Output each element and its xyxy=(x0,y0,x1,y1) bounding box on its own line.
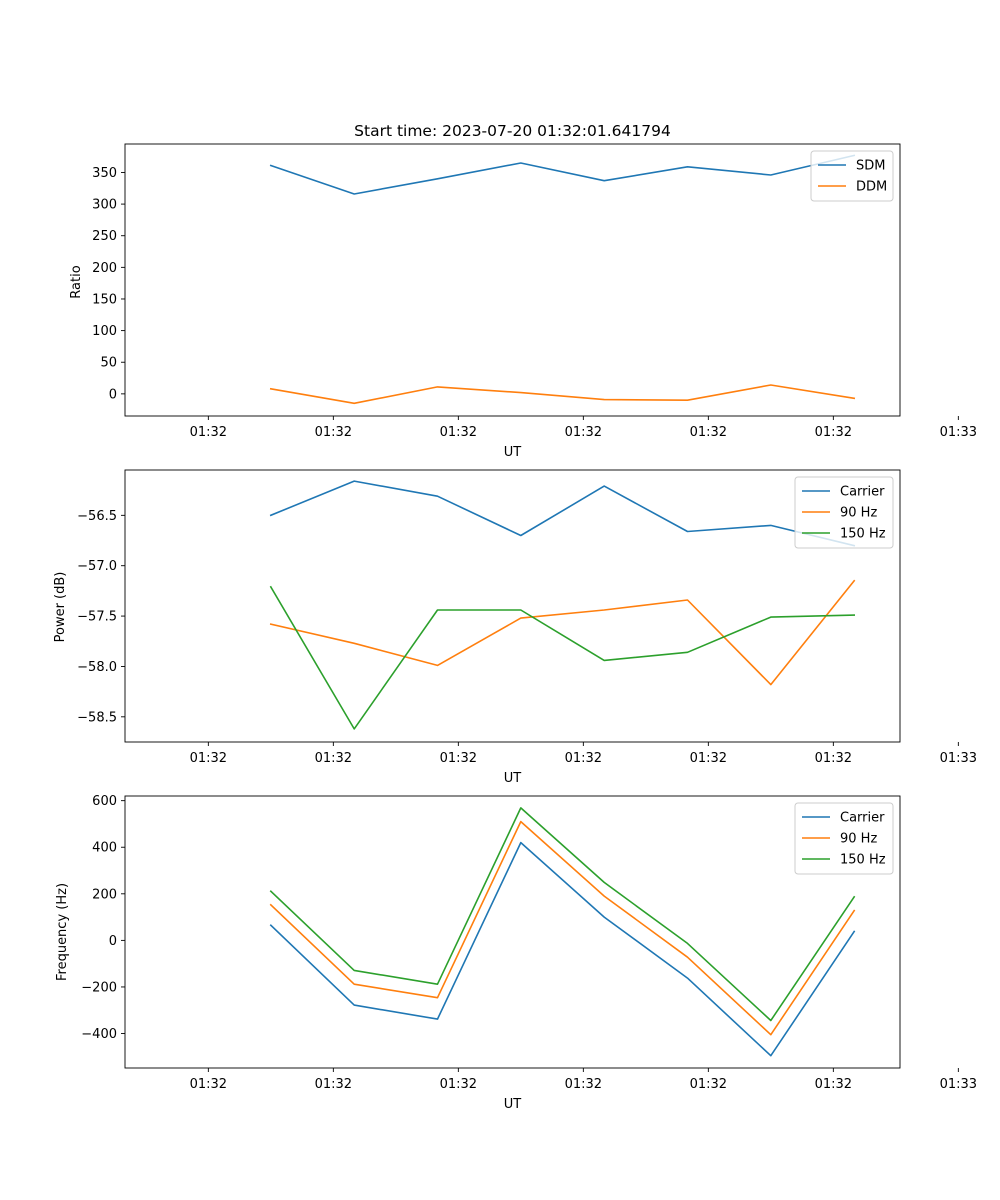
y-axis-label: Power (dB) xyxy=(53,572,68,643)
x-tick-label: 01:32 xyxy=(190,751,227,766)
y-axis-label: Frequency (Hz) xyxy=(55,883,70,981)
legend-box xyxy=(810,150,894,202)
x-tick-label: 01:32 xyxy=(440,751,477,766)
axes-frame xyxy=(124,469,901,743)
legend-label: 90 Hz xyxy=(840,832,877,847)
x-tick-label: 01:32 xyxy=(565,425,602,440)
x-axis-label: UT xyxy=(504,771,522,786)
x-tick-label: 01:32 xyxy=(315,1077,352,1092)
series-line-150-hz xyxy=(269,585,856,730)
legend-box xyxy=(794,802,894,875)
legend: Carrier 90 Hz 150 Hz xyxy=(794,802,894,875)
x-axis-label: UT xyxy=(504,445,522,460)
legend-label: Carrier xyxy=(840,811,885,826)
y-tick-label: 200 xyxy=(92,887,117,902)
y-tick-label: −58.5 xyxy=(77,710,117,725)
series-line-carrier xyxy=(269,480,856,547)
y-tick-label: −400 xyxy=(81,1027,117,1042)
x-tick-label: 01:32 xyxy=(815,425,852,440)
y-tick-label: 100 xyxy=(92,324,117,339)
y-tick-label: 50 xyxy=(100,356,117,371)
x-tick-label: 01:32 xyxy=(190,1077,227,1092)
x-tick-label: 01:32 xyxy=(690,425,727,440)
legend-label: 90 Hz xyxy=(840,506,877,521)
legend-label: DDM xyxy=(856,180,887,195)
x-tick-label: 01:32 xyxy=(690,1077,727,1092)
x-tick-label: 01:32 xyxy=(690,751,727,766)
legend-box xyxy=(794,476,894,549)
y-tick-label: 350 xyxy=(92,166,117,181)
series-line-150-hz xyxy=(269,807,856,1022)
y-tick-label: 300 xyxy=(92,198,117,213)
x-tick-label: 01:32 xyxy=(440,425,477,440)
ratio-panel: Start time: 2023-07-20 01:32:01.641794 U… xyxy=(69,122,977,460)
series-line-90-hz xyxy=(269,820,856,1036)
y-axis-label: Ratio xyxy=(69,265,84,298)
y-tick-label: −58.0 xyxy=(77,660,117,675)
y-tick-label: 0 xyxy=(109,934,117,949)
y-tick-label: 600 xyxy=(92,794,117,809)
legend-label: SDM xyxy=(856,159,885,174)
series-line-sdm xyxy=(269,154,856,195)
x-tick-label: 01:32 xyxy=(315,751,352,766)
legend: SDM DDM xyxy=(810,150,894,202)
x-tick-label: 01:32 xyxy=(190,425,227,440)
axes-frame xyxy=(124,795,901,1069)
y-tick-label: 400 xyxy=(92,841,117,856)
y-tick-label: −200 xyxy=(81,980,117,995)
x-tick-label: 01:33 xyxy=(940,751,977,766)
series-line-90-hz xyxy=(269,579,856,686)
series-line-ddm xyxy=(269,384,856,405)
legend-label: 150 Hz xyxy=(840,527,886,542)
y-tick-label: −57.5 xyxy=(77,610,117,625)
y-tick-label: 250 xyxy=(92,229,117,244)
x-tick-label: 01:33 xyxy=(940,425,977,440)
x-tick-label: 01:32 xyxy=(565,751,602,766)
x-tick-label: 01:33 xyxy=(940,1077,977,1092)
x-tick-label: 01:32 xyxy=(315,425,352,440)
x-tick-label: 01:32 xyxy=(440,1077,477,1092)
axes-frame xyxy=(124,143,901,417)
frequency-panel: UT Frequency (Hz) 01:32 01:32 01:32 01:32 01… xyxy=(55,794,977,1112)
legend: Carrier 90 Hz 150 Hz xyxy=(794,476,894,549)
y-tick-label: 150 xyxy=(92,292,117,307)
series-line-carrier xyxy=(269,841,856,1057)
y-tick-label: 200 xyxy=(92,261,117,276)
y-tick-label: 0 xyxy=(109,387,117,402)
x-tick-label: 01:32 xyxy=(815,751,852,766)
chart-title: Start time: 2023-07-20 01:32:01.641794 xyxy=(354,122,671,140)
x-tick-label: 01:32 xyxy=(565,1077,602,1092)
x-axis-label: UT xyxy=(504,1097,522,1112)
y-tick-label: −57.0 xyxy=(77,559,117,574)
y-tick-label: −56.5 xyxy=(77,509,117,524)
power-panel: UT Power (dB) 01:32 01:32 01:32 01:32 01:32 0… xyxy=(53,469,977,786)
legend-label: Carrier xyxy=(840,485,885,500)
legend-label: 150 Hz xyxy=(840,853,886,868)
x-tick-label: 01:32 xyxy=(815,1077,852,1092)
